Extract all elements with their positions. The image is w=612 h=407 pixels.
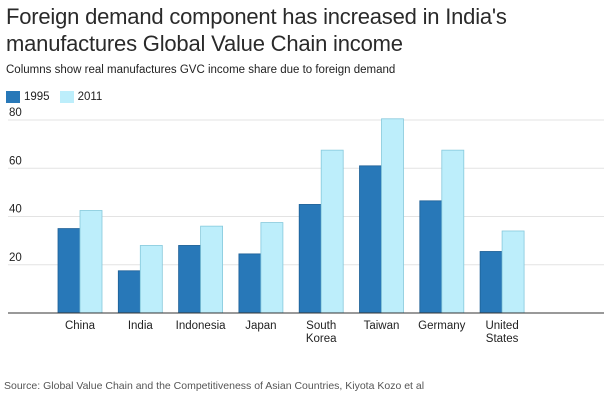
- bar-1995-india: [117, 270, 141, 314]
- legend-item-1995: 1995: [6, 91, 50, 103]
- bar-2011-south-korea: [320, 149, 344, 314]
- x-category-label: China: [65, 320, 96, 332]
- bar-1995-china: [57, 228, 81, 314]
- chart-title: Foreign demand component has increased i…: [6, 4, 507, 56]
- x-category-label: Taiwan: [364, 320, 400, 332]
- bar-1995-indonesia: [178, 245, 202, 314]
- y-tick-label: 40: [9, 204, 22, 216]
- legend-item-2011: 2011: [59, 91, 103, 103]
- x-category-label: Germany: [418, 320, 466, 332]
- x-category-label: India: [128, 320, 154, 332]
- x-category-label: Indonesia: [176, 320, 226, 332]
- x-category-label: South: [306, 320, 336, 332]
- bar-2011-india: [139, 245, 163, 314]
- bar-1995-japan: [238, 253, 262, 314]
- legend-swatch-1995: [6, 91, 20, 103]
- legend: 1995 2011: [6, 90, 112, 104]
- bar-2011-taiwan: [381, 118, 404, 314]
- legend-label-1995: 1995: [24, 91, 50, 103]
- y-tick-label: 60: [9, 155, 22, 167]
- bar-2011-germany: [441, 149, 465, 314]
- y-tick-label: 80: [9, 107, 22, 119]
- legend-label-2011: 2011: [77, 91, 103, 103]
- bar-2011-china: [79, 210, 103, 314]
- bar-1995-germany: [419, 200, 443, 314]
- source-note: Source: Global Value Chain and the Compe…: [4, 380, 425, 392]
- x-category-label: States: [486, 333, 519, 345]
- bar-2011-japan: [260, 222, 284, 314]
- bar-2011-united-states: [501, 230, 525, 314]
- x-category-label: Japan: [245, 320, 276, 332]
- x-category-label: United: [485, 320, 518, 332]
- chart-subtitle: Columns show real manufactures GVC incom…: [6, 64, 396, 76]
- bar-1995-united-states: [479, 251, 503, 314]
- bar-2011-indonesia: [200, 225, 224, 314]
- bar-1995-taiwan: [359, 165, 382, 314]
- bar-1995-south-korea: [298, 204, 322, 314]
- legend-swatch-2011: [59, 91, 74, 103]
- y-tick-label: 20: [9, 252, 22, 264]
- x-category-label: Korea: [306, 333, 337, 345]
